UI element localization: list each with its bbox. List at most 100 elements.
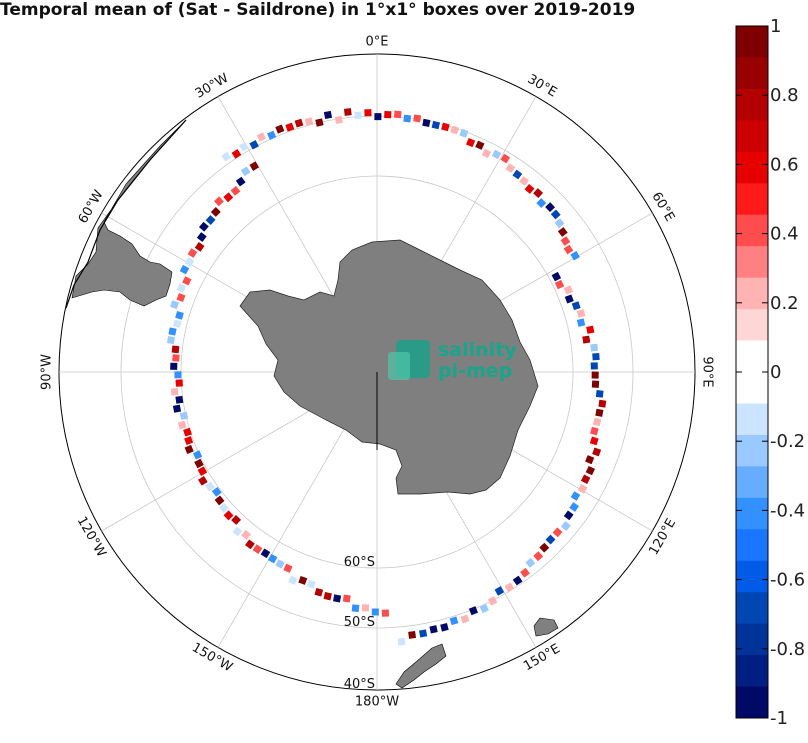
track-cell [210,206,221,217]
track-cell [520,567,530,578]
colorbar-cell [736,57,768,90]
track-cell [590,343,599,352]
track-cell [570,250,580,261]
track-cell [552,527,563,538]
track-cell [570,491,581,501]
track-cell [275,124,285,134]
track-cell [183,427,192,437]
track-cell [260,548,271,559]
track-cell [218,502,229,513]
track-cell [196,232,207,242]
track-cell [591,371,599,379]
track-cell [460,614,470,624]
track-cell [408,630,417,639]
colorbar-tick-label: -0.6 [770,570,805,591]
colorbar-tick-label: -0.8 [770,639,805,660]
track-cell [374,113,382,121]
latitude-labels: 60°S 50°S 40°S [344,555,375,692]
track-cell [214,495,225,506]
track-cell [512,169,523,180]
colorbar-cell [736,623,768,656]
track-cell [179,411,189,421]
track-cell [221,151,232,162]
track-cell [288,575,298,585]
track-cell [487,596,498,606]
track-cell [245,539,255,550]
salinity-pimep-logo: salinity pi-mep [388,339,517,382]
track-cell [595,408,604,417]
track-cell [168,327,177,336]
track-cell [533,551,544,562]
track-cell [393,110,402,119]
track-cell [598,399,607,408]
track-cell [554,279,565,290]
track-cell [494,586,505,596]
track-cell [422,118,431,128]
track-cell [384,111,392,119]
track-cell [342,594,351,603]
track-cell [343,108,352,116]
track-cell [403,114,412,123]
colorbar-cell [736,151,768,184]
track-cell [560,236,571,246]
track-cell [170,362,178,370]
track-cell [351,604,360,612]
track-cell [440,623,449,632]
colorbar-cell [736,340,768,373]
south-america-land [71,119,187,307]
track-cell [589,436,599,446]
colorbar-cell [736,560,768,593]
colorbar-cell [736,497,768,530]
track-cell [505,163,516,174]
colorbar-cell [736,529,768,562]
track-cell [551,271,562,282]
track-cell [525,557,536,568]
track-cell [175,311,184,320]
saildrone-track-cells [166,108,607,646]
track-cell [294,118,304,128]
track-cell [563,285,574,295]
track-cell [563,244,574,255]
colorbar: 1 0.8 0.6 0.4 0.2 0 -0.2 -0.4 -0.6 -0.8 -1 [735,16,805,729]
track-cell [184,444,194,454]
track-cell [429,625,438,634]
colorbar-tick-label: -1 [770,708,788,729]
track-cell [267,130,277,140]
new-zealand-land [395,643,447,689]
track-cell [592,417,602,427]
track-cell [536,198,547,209]
track-cell [231,149,242,159]
longitude-label: 90°E [700,356,715,387]
new-zealand-north [533,617,559,637]
colorbar-cell [736,214,768,247]
track-cell [298,575,308,585]
track-cell [173,319,182,328]
track-cell [475,140,485,150]
track-cell [381,609,390,617]
track-cell [187,248,198,258]
track-cell [545,534,556,545]
track-cell [315,118,324,127]
track-cell [249,140,259,150]
colorbar-tick-label: 0.8 [770,85,799,106]
track-cell [524,184,535,194]
track-cell [176,293,186,303]
track-cell [441,122,450,132]
track-cell [371,608,379,616]
longitude-label: 180°W [355,695,399,710]
track-cell [560,521,571,531]
track-cell [275,559,285,569]
track-cell [450,125,460,135]
track-cell [223,192,234,203]
track-cell [231,515,242,525]
track-cell [431,120,441,130]
track-cell [285,122,295,132]
track-cell [192,450,203,460]
track-cell [504,582,515,593]
track-cell [550,209,561,220]
track-cell [172,354,180,362]
longitude-label: 90°W [40,354,55,390]
track-cell [585,465,596,476]
track-cell [179,264,190,275]
logo-line2: pi-mep [438,360,512,382]
